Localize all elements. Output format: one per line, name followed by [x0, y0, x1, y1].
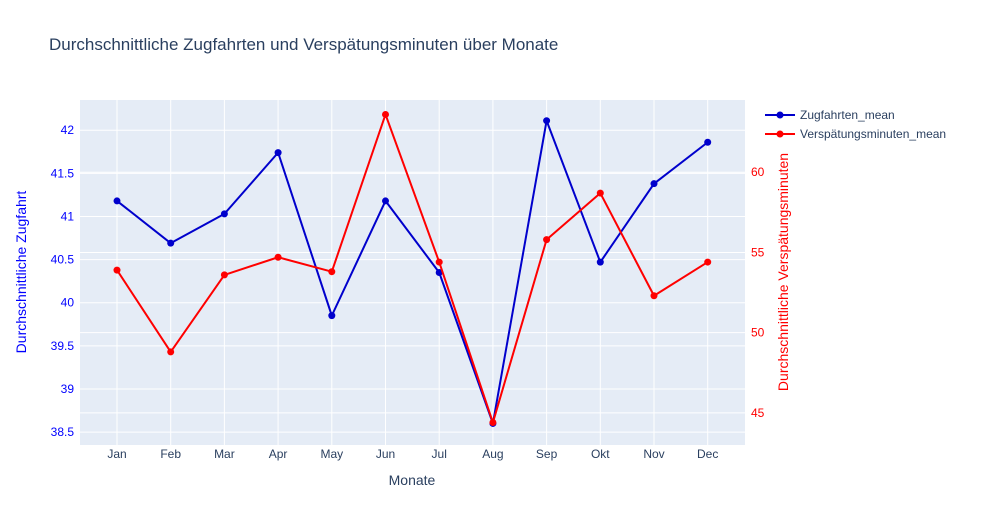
- data-point: [489, 419, 497, 427]
- data-point: [704, 138, 712, 146]
- series-line: [116, 113, 709, 424]
- x-tick-label: Feb: [160, 447, 181, 461]
- data-point: [596, 189, 604, 197]
- series-line: [116, 119, 709, 425]
- data-point: [328, 268, 336, 276]
- data-point: [382, 197, 389, 205]
- data-point: [220, 271, 228, 279]
- x-tick-label: Sep: [536, 447, 558, 461]
- x-tick-label: Jul: [432, 447, 447, 461]
- legend[interactable]: Zugfahrten_mean Verspätungsminuten_mean: [765, 108, 946, 141]
- y-right-tick-label: 55: [751, 245, 765, 259]
- y-axis-left-title: Durchschnittliche Zugfahrt: [13, 191, 29, 354]
- data-point: [113, 197, 121, 205]
- x-tick-label: Apr: [269, 447, 288, 461]
- data-point: [328, 312, 336, 320]
- y-left-tick-label: 42: [61, 123, 75, 137]
- chart-title: Durchschnittliche Zugfahrten und Verspät…: [49, 35, 558, 54]
- y-left-tick-label: 41.5: [51, 166, 75, 180]
- x-tick-label: Jun: [376, 447, 395, 461]
- x-tick-label: Mar: [214, 447, 235, 461]
- data-point: [650, 180, 658, 188]
- data-point: [543, 117, 551, 125]
- data-point: [543, 236, 551, 244]
- x-tick-label: May: [320, 447, 343, 461]
- data-point: [650, 292, 658, 300]
- data-point: [274, 149, 282, 157]
- grid-layer: [80, 100, 745, 445]
- y-left-tick-label: 40: [61, 296, 75, 310]
- x-tick-label: Jan: [107, 447, 126, 461]
- data-point: [435, 258, 443, 266]
- data-point: [435, 269, 443, 276]
- y-left-tick-label: 39: [61, 382, 75, 396]
- plot-area: [80, 100, 745, 445]
- x-tick-label: Dec: [697, 447, 718, 461]
- y-right-tick-label: 50: [751, 326, 765, 340]
- data-point: [167, 239, 175, 247]
- data-point: [167, 348, 175, 356]
- data-point: [382, 110, 389, 118]
- x-tick-label: Aug: [482, 447, 503, 461]
- axis-layer: Jan Feb Mar Apr May Jun Jul Aug Sep Okt Nov Dec 38.5…: [51, 123, 765, 461]
- y-left-tick-label: 39.5: [51, 339, 75, 353]
- series-layer: [113, 110, 712, 427]
- data-point: [220, 210, 228, 218]
- legend-label: Verspätungsminuten_mean: [800, 127, 946, 141]
- legend-swatch-marker: [776, 111, 784, 119]
- data-point: [113, 266, 121, 274]
- y-left-tick-label: 40.5: [51, 253, 75, 267]
- data-point: [274, 253, 282, 261]
- data-point: [704, 258, 712, 266]
- legend-label: Zugfahrten_mean: [800, 108, 895, 122]
- x-tick-label: Okt: [591, 447, 610, 461]
- legend-swatch-marker: [776, 130, 784, 138]
- x-axis-title: Monate: [389, 472, 436, 488]
- y-right-tick-label: 60: [751, 165, 765, 179]
- y-right-tick-label: 45: [751, 406, 765, 420]
- y-axis-right-title: Durchschnittliche Verspätungsminuten: [775, 153, 791, 391]
- x-tick-label: Nov: [643, 447, 664, 461]
- data-point: [596, 258, 604, 266]
- y-left-tick-label: 41: [61, 209, 75, 223]
- y-left-tick-label: 38.5: [51, 425, 75, 439]
